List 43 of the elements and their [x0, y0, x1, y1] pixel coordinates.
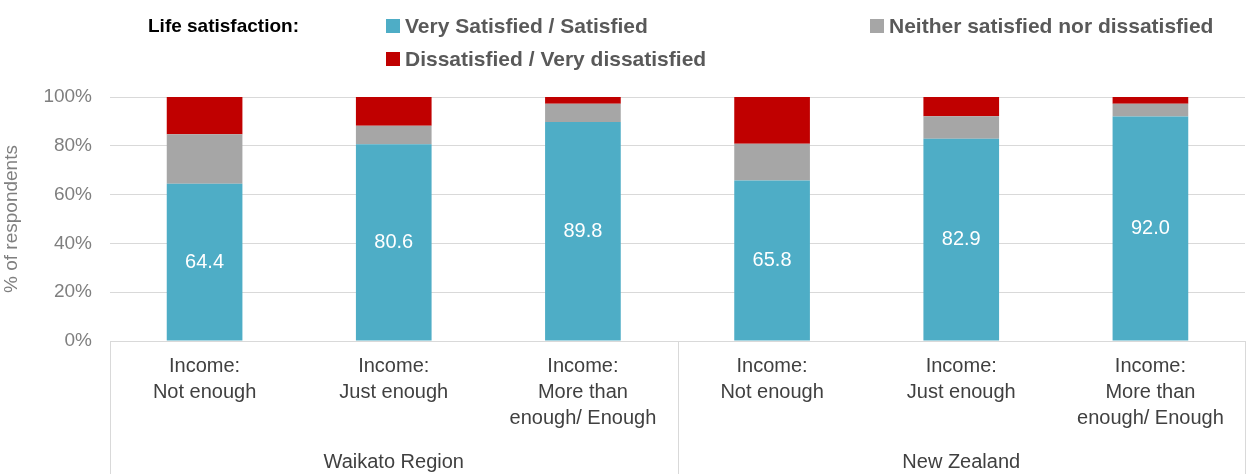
y-tick-label: 80% [53, 134, 93, 156]
bar [923, 138, 1000, 341]
text: New Zealand [902, 449, 1021, 472]
y-tick-label: 100% [43, 85, 93, 107]
x-tick-label: Income: Just enough [339, 353, 449, 402]
data-label: 92.0 [1130, 216, 1170, 239]
data-label: 89.8 [563, 218, 603, 241]
legend-title: Life satisfaction: [148, 14, 300, 38]
bar [545, 103, 621, 122]
x-tick-label: Income: Just enough [906, 353, 1016, 402]
y-tick-label: 60% [53, 182, 93, 204]
bar [1112, 103, 1189, 117]
bar [355, 97, 432, 126]
bar [545, 121, 621, 341]
bar [923, 97, 1000, 117]
bar [355, 125, 432, 145]
y-tick-label: 40% [53, 231, 93, 253]
bar [1112, 116, 1189, 341]
bar [923, 116, 1000, 139]
y-tick-label: 0% [64, 329, 93, 351]
data-label: 82.9 [941, 227, 981, 250]
y-tick-label: 20% [53, 280, 93, 302]
bar [734, 97, 810, 144]
legend-label: Neither satisfied nor dissatisfied [889, 13, 1214, 39]
data-label: 64.4 [185, 249, 225, 272]
legend-label: Dissatisfied / Very dissatisfied [405, 46, 707, 72]
data-label: 80.6 [374, 229, 414, 252]
bar [166, 97, 243, 135]
x-tick-label: Income: More than enough/ Enough [1077, 353, 1224, 428]
bar [1112, 97, 1189, 104]
x-tick-label: Income: Not enough [720, 353, 824, 402]
x-tick-label: Income: Not enough [152, 353, 257, 402]
x-tick-label: Income: More than enough/ Enough [509, 353, 657, 428]
text: Waikato Region [323, 449, 464, 472]
legend-label: Very Satisfied / Satisfied [405, 13, 648, 39]
bar [545, 97, 621, 104]
data-label: 65.8 [752, 247, 792, 270]
bar [355, 144, 432, 341]
y-axis-title: % of respondents [0, 145, 21, 293]
bar [166, 134, 243, 184]
bar [734, 143, 810, 181]
bar [734, 180, 810, 341]
bar [166, 183, 243, 341]
